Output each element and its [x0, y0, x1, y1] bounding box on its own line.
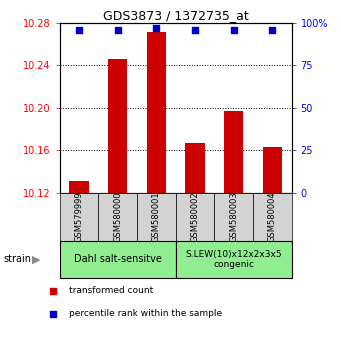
Text: GSM580002: GSM580002	[190, 192, 199, 242]
Bar	[60, 241, 176, 278]
Text: GSM580001: GSM580001	[152, 192, 161, 242]
Text: Dahl salt-sensitve: Dahl salt-sensitve	[74, 254, 162, 264]
Text: GSM580000: GSM580000	[113, 192, 122, 242]
Bar	[224, 111, 243, 193]
Point	[50, 311, 56, 316]
Text: S.LEW(10)x12x2x3x5
congenic: S.LEW(10)x12x2x3x5 congenic	[185, 250, 282, 269]
Point	[115, 27, 120, 33]
Text: percentile rank within the sample: percentile rank within the sample	[69, 309, 222, 318]
Text: strain: strain	[3, 254, 31, 264]
Point	[269, 27, 275, 33]
Bar	[263, 147, 282, 193]
Point	[153, 25, 159, 31]
Text: GSM580004: GSM580004	[268, 192, 277, 242]
Title: GDS3873 / 1372735_at: GDS3873 / 1372735_at	[103, 9, 249, 22]
Bar	[176, 241, 292, 278]
Bar	[108, 59, 127, 193]
Point	[192, 27, 198, 33]
Bar	[214, 193, 253, 241]
Text: GSM580003: GSM580003	[229, 192, 238, 242]
Bar	[176, 193, 214, 241]
Point	[50, 288, 56, 293]
Bar	[60, 193, 98, 241]
Text: transformed count: transformed count	[69, 286, 153, 295]
Bar	[69, 181, 89, 193]
Point	[76, 27, 82, 33]
Bar	[137, 193, 176, 241]
Point	[231, 27, 236, 33]
Bar	[98, 193, 137, 241]
Bar	[185, 143, 205, 193]
Text: ▶: ▶	[32, 254, 40, 264]
Bar	[253, 193, 292, 241]
Text: GSM579999: GSM579999	[74, 192, 84, 242]
Bar	[147, 32, 166, 193]
